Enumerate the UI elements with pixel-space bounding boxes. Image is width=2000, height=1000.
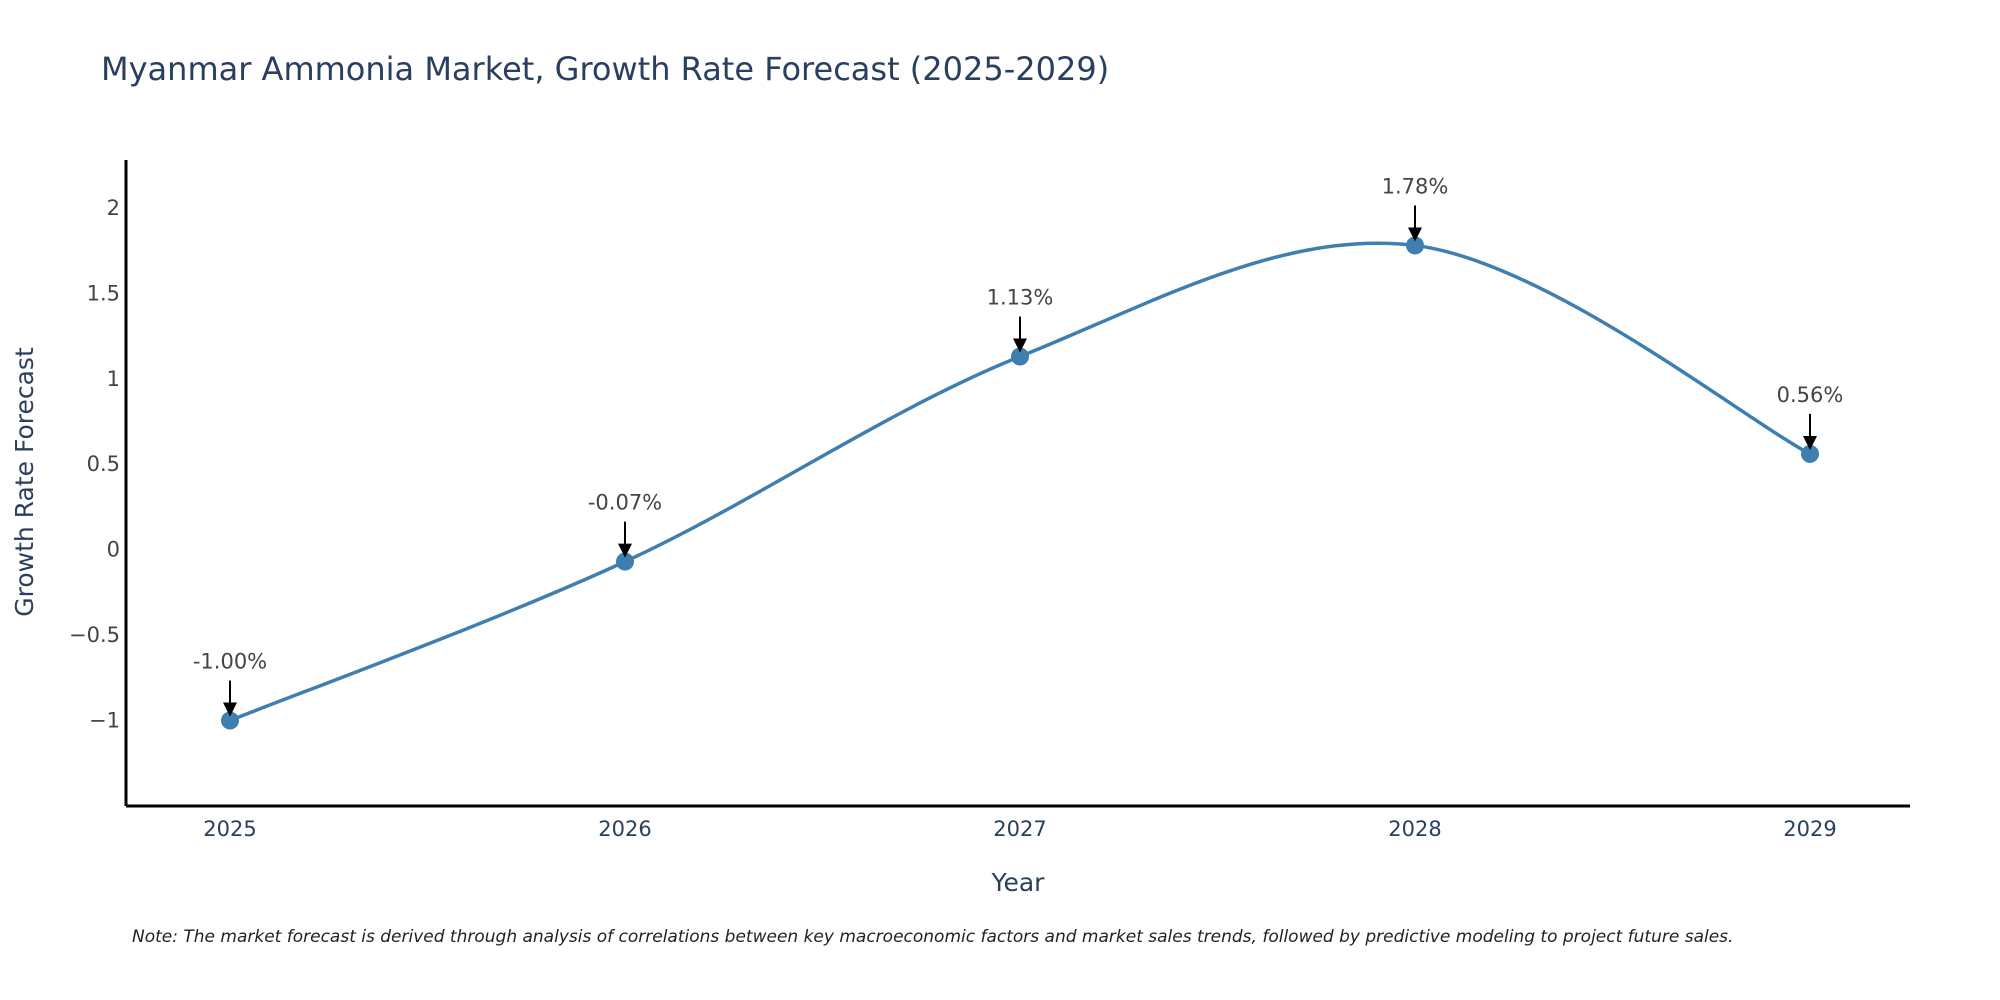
data-label-2025: -1.00% bbox=[193, 650, 267, 674]
x-tick-label: 2026 bbox=[598, 817, 651, 841]
x-tick-label: 2025 bbox=[203, 817, 256, 841]
y-axis-ticks: −1 −0.5 0 0.5 1 1.5 2 bbox=[69, 196, 120, 733]
data-point-2027[interactable] bbox=[1011, 347, 1029, 366]
y-tick-label: 0 bbox=[107, 538, 120, 562]
x-axis-ticks: 2025 2026 2027 2028 2029 bbox=[203, 817, 1836, 841]
y-tick-label: 1 bbox=[107, 367, 120, 391]
y-tick-label: 2 bbox=[107, 196, 120, 220]
footnote: Note: The market forecast is derived thr… bbox=[132, 927, 1733, 947]
annotation-arrow-head bbox=[223, 702, 237, 717]
data-point-2026[interactable] bbox=[616, 552, 634, 571]
data-points bbox=[221, 236, 1819, 730]
annotation-arrow-head bbox=[1013, 338, 1027, 353]
annotation-arrow-head bbox=[618, 543, 632, 558]
series-line bbox=[229, 241, 1811, 723]
y-axis-title: Growth Rate Forecast bbox=[10, 347, 39, 617]
annotation-arrow-head bbox=[1803, 435, 1817, 450]
data-label-2026: -0.07% bbox=[588, 491, 662, 515]
y-tick-label: 1.5 bbox=[87, 281, 120, 305]
x-tick-label: 2027 bbox=[993, 817, 1046, 841]
x-tick-label: 2028 bbox=[1388, 817, 1441, 841]
chart-title: Myanmar Ammonia Market, Growth Rate Fore… bbox=[101, 50, 1109, 88]
data-label-2029: 0.56% bbox=[1777, 383, 1844, 407]
x-axis-title: Year bbox=[991, 868, 1046, 897]
x-tick-label: 2029 bbox=[1783, 817, 1836, 841]
data-point-2025[interactable] bbox=[221, 711, 239, 730]
data-label-2028: 1.78% bbox=[1382, 174, 1449, 198]
y-tick-label: 0.5 bbox=[87, 452, 120, 476]
y-tick-label: −0.5 bbox=[69, 623, 120, 647]
data-point-2029[interactable] bbox=[1801, 444, 1819, 463]
data-annotations: -1.00% -0.07% 1.13% 1.78% 0.56% bbox=[193, 174, 1844, 717]
annotation-arrow-head bbox=[1408, 227, 1422, 242]
data-point-2028[interactable] bbox=[1406, 236, 1424, 255]
data-label-2027: 1.13% bbox=[987, 286, 1054, 310]
y-tick-label: −1 bbox=[89, 709, 120, 733]
